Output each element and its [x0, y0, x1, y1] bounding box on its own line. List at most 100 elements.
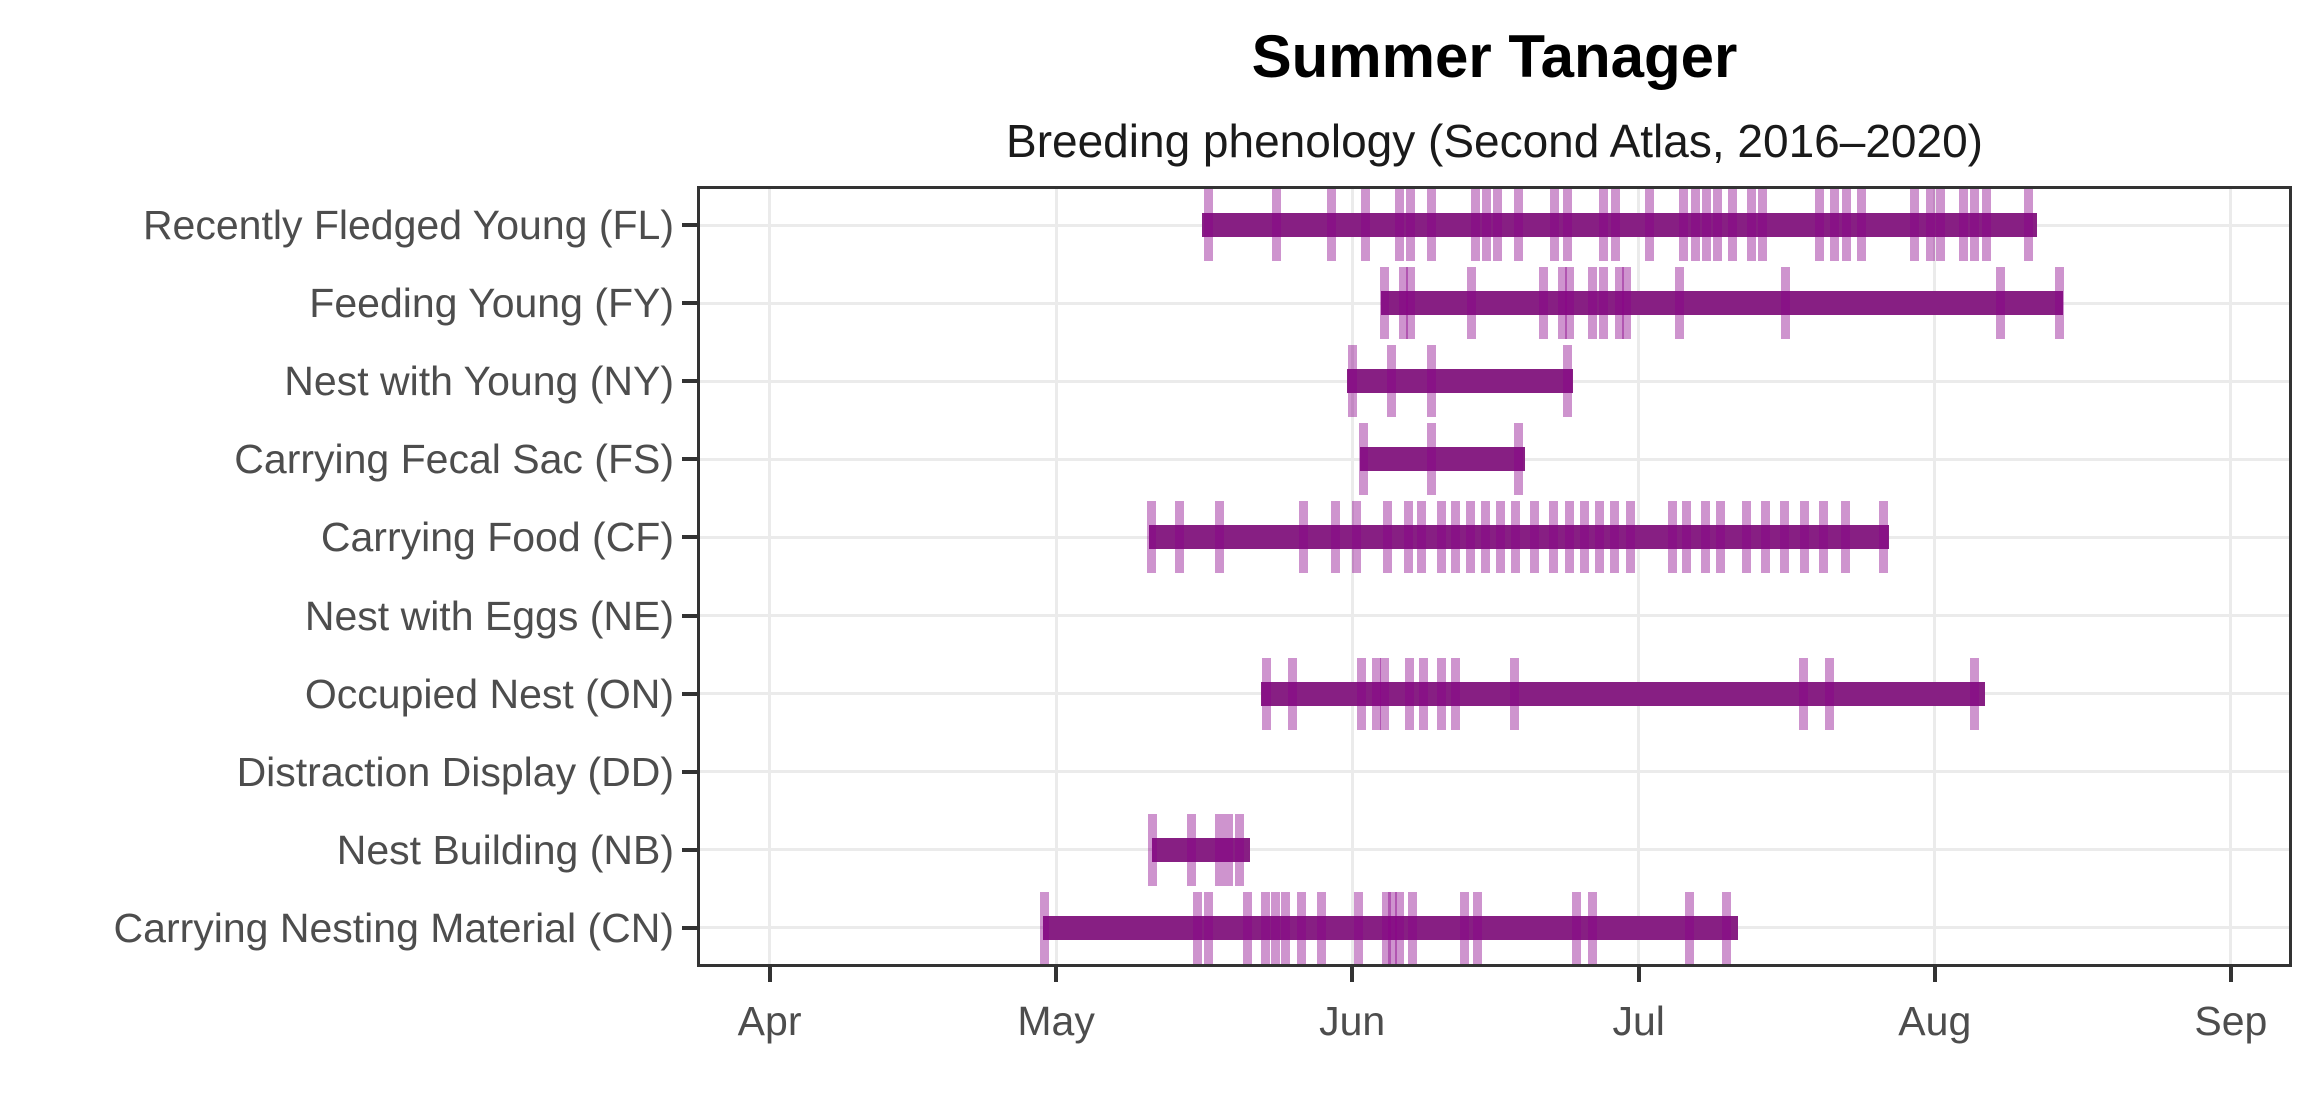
y-axis-tick-NY	[682, 379, 697, 384]
observation-tick-FS-2	[1513, 423, 1523, 496]
observation-tick-FY-9	[1615, 267, 1625, 340]
y-axis-label-NB: Nest Building (NB)	[336, 826, 674, 873]
observation-tick-CN-9	[1354, 891, 1364, 964]
observation-tick-CF-26	[1742, 501, 1752, 574]
observation-tick-ON-12	[1970, 657, 1980, 730]
y-axis-label-CN: Carrying Nesting Material (CN)	[113, 904, 674, 951]
observation-tick-FL-31	[1970, 189, 1980, 262]
observation-tick-NY-0	[1347, 345, 1357, 418]
observation-tick-CF-15	[1530, 501, 1540, 574]
observation-tick-CN-16	[1572, 891, 1582, 964]
observation-tick-FL-10	[1513, 189, 1523, 262]
observation-tick-CF-11	[1466, 501, 1476, 574]
observation-tick-FL-11	[1550, 189, 1560, 262]
observation-tick-CN-11	[1387, 891, 1397, 964]
observation-tick-FS-0	[1359, 423, 1369, 496]
observation-tick-CF-1	[1174, 501, 1184, 574]
gridline-horizontal-NE	[697, 614, 2292, 618]
observation-tick-FL-19	[1713, 189, 1723, 262]
x-axis-tick-Jun	[1350, 967, 1355, 982]
range-bar-FS	[1359, 447, 1526, 472]
observation-tick-CF-31	[1841, 501, 1851, 574]
observation-tick-CF-13	[1495, 501, 1505, 574]
observation-tick-FL-30	[1958, 189, 1968, 262]
gridline-vertical-Apr	[768, 186, 772, 967]
y-axis-tick-ON	[682, 691, 697, 696]
observation-tick-ON-0	[1261, 657, 1271, 730]
observation-tick-CF-24	[1701, 501, 1711, 574]
observation-tick-CF-7	[1404, 501, 1414, 574]
y-axis-tick-FY	[682, 301, 697, 306]
chart-title: Summer Tanager	[1251, 23, 1738, 90]
observation-tick-CF-9	[1436, 501, 1446, 574]
observation-tick-NY-3	[1562, 345, 1572, 418]
y-axis-label-CF: Carrying Food (CF)	[320, 514, 674, 561]
observation-tick-FL-22	[1758, 189, 1768, 262]
observation-tick-FY-7	[1588, 267, 1598, 340]
observation-tick-CN-6	[1280, 891, 1290, 964]
observation-tick-FL-18	[1702, 189, 1712, 262]
observation-tick-CF-6	[1383, 501, 1393, 574]
observation-tick-FY-0	[1380, 267, 1390, 340]
observation-tick-CN-19	[1722, 891, 1732, 964]
observation-tick-ON-8	[1450, 657, 1460, 730]
observation-tick-CN-0	[1040, 891, 1050, 964]
observation-tick-FL-23	[1814, 189, 1824, 262]
observation-tick-CN-13	[1407, 891, 1417, 964]
observation-tick-NY-2	[1426, 345, 1436, 418]
observation-tick-CF-18	[1579, 501, 1589, 574]
observation-tick-FL-8	[1482, 189, 1492, 262]
gridline-horizontal-DD	[697, 770, 2292, 774]
observation-tick-ON-1	[1288, 657, 1298, 730]
observation-tick-FY-10	[1621, 267, 1631, 340]
observation-tick-CF-21	[1625, 501, 1635, 574]
observation-tick-CF-8	[1417, 501, 1427, 574]
observation-tick-FL-2	[1326, 189, 1336, 262]
observation-tick-FL-12	[1562, 189, 1572, 262]
observation-tick-FL-28	[1925, 189, 1935, 262]
gridline-vertical-May	[1054, 186, 1058, 967]
observation-tick-CN-8	[1317, 891, 1327, 964]
observation-tick-FY-3	[1467, 267, 1477, 340]
x-axis-tick-Apr	[767, 967, 772, 982]
observation-tick-NY-1	[1386, 345, 1396, 418]
observation-tick-CN-7	[1297, 891, 1307, 964]
observation-tick-FY-2	[1405, 267, 1415, 340]
observation-tick-CF-16	[1549, 501, 1559, 574]
observation-tick-FL-16	[1679, 189, 1689, 262]
observation-tick-FL-4	[1395, 189, 1405, 262]
observation-tick-CF-28	[1780, 501, 1790, 574]
observation-tick-FL-9	[1492, 189, 1502, 262]
range-bar-ON	[1260, 681, 1986, 706]
observation-tick-CN-14	[1460, 891, 1470, 964]
observation-tick-FL-13	[1598, 189, 1608, 262]
observation-tick-NB-2	[1214, 813, 1224, 886]
observation-tick-CF-0	[1147, 501, 1157, 574]
observation-tick-FL-7	[1470, 189, 1480, 262]
observation-tick-ON-6	[1419, 657, 1429, 730]
y-axis-tick-FS	[682, 457, 697, 462]
y-axis-tick-FL	[682, 223, 697, 228]
observation-tick-CF-17	[1565, 501, 1575, 574]
observation-tick-FY-13	[1996, 267, 2006, 340]
gridline-horizontal-NB	[697, 848, 2292, 852]
observation-tick-NB-0	[1148, 813, 1158, 886]
observation-tick-CF-29	[1800, 501, 1810, 574]
observation-tick-FL-1	[1272, 189, 1282, 262]
observation-tick-FL-17	[1690, 189, 1700, 262]
observation-tick-FL-25	[1842, 189, 1852, 262]
observation-tick-CF-2	[1214, 501, 1224, 574]
y-axis-label-FL: Recently Fledged Young (FL)	[142, 202, 674, 249]
observation-tick-CF-30	[1818, 501, 1828, 574]
observation-tick-FL-27	[1910, 189, 1920, 262]
observation-tick-CF-23	[1681, 501, 1691, 574]
y-axis-tick-NB	[682, 847, 697, 852]
range-bar-FL	[1202, 213, 2037, 238]
y-axis-label-FS: Carrying Fecal Sac (FS)	[234, 436, 674, 483]
y-axis-label-FY: Feeding Young (FY)	[309, 280, 674, 327]
y-axis-tick-CF	[682, 535, 697, 540]
gridline-vertical-Jun	[1350, 186, 1354, 967]
observation-tick-CN-18	[1684, 891, 1694, 964]
observation-tick-FL-20	[1727, 189, 1737, 262]
observation-tick-CN-5	[1271, 891, 1281, 964]
